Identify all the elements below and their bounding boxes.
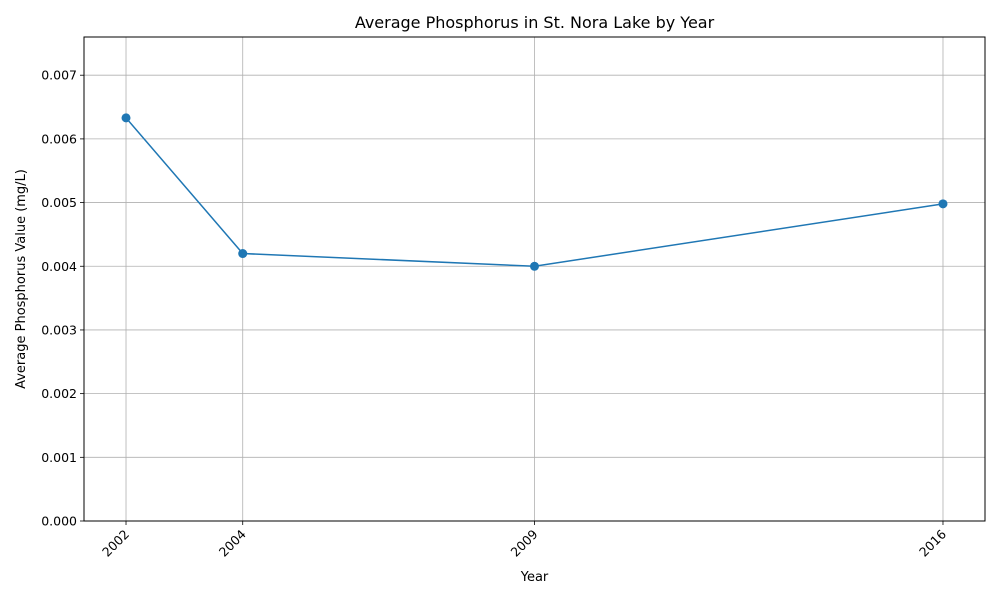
y-tick-label: 0.000 (41, 514, 77, 529)
series-line (125, 117, 944, 268)
series-layer (121, 113, 948, 271)
x-axis-label: Year (520, 570, 549, 585)
y-tick-label: 0.002 (41, 386, 77, 401)
y-tick-label: 0.001 (41, 450, 77, 465)
y-tick-label: 0.005 (41, 195, 77, 210)
y-axis-ticks: 0.000 0.001 0.002 0.003 0.004 0.005 0.006 0.007 (41, 68, 84, 529)
y-tick-label: 0.003 (41, 322, 77, 337)
data-point (530, 261, 539, 271)
chart-title: Average Phosphorus in St. Nora Lake by Y… (355, 13, 715, 32)
data-point (121, 113, 131, 123)
data-point (938, 199, 948, 209)
y-tick-label: 0.006 (41, 131, 77, 146)
data-point (238, 249, 248, 259)
y-axis-label: Average Phosphorus Value (mg/L) (14, 169, 29, 389)
y-tick-label: 0.007 (41, 68, 77, 83)
y-tick-label: 0.004 (41, 259, 77, 274)
